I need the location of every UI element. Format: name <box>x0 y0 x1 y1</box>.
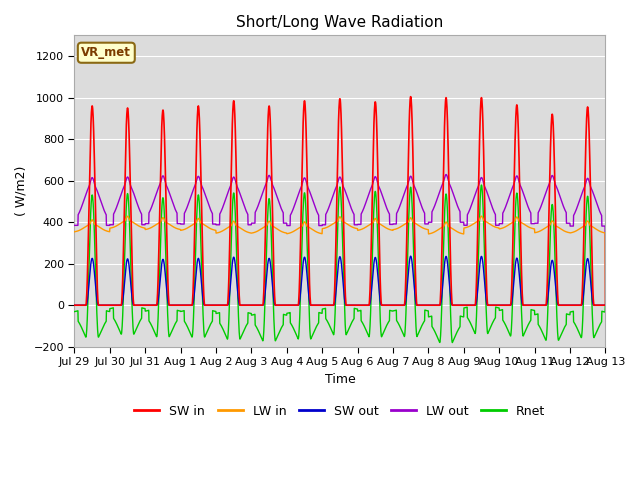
Y-axis label: ( W/m2): ( W/m2) <box>15 166 28 216</box>
Legend: SW in, LW in, SW out, LW out, Rnet: SW in, LW in, SW out, LW out, Rnet <box>129 400 550 423</box>
X-axis label: Time: Time <box>324 372 355 386</box>
Text: VR_met: VR_met <box>81 46 131 59</box>
Title: Short/Long Wave Radiation: Short/Long Wave Radiation <box>236 15 444 30</box>
